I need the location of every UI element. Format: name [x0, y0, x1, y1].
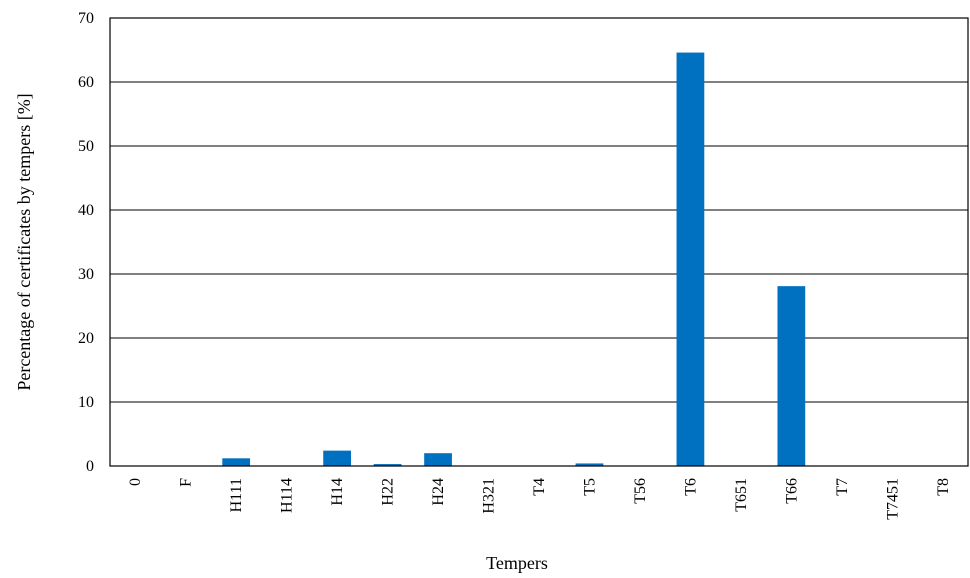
x-tick-label: 0	[127, 478, 144, 486]
x-tick-label: T4	[531, 478, 548, 496]
x-tick-label: T6	[682, 478, 699, 496]
x-tick-label: H24	[430, 478, 447, 506]
x-tick-label: T7	[834, 478, 851, 496]
y-tick-label: 70	[78, 10, 94, 27]
bar-t5	[575, 463, 604, 466]
bar-h14	[323, 450, 351, 466]
x-tick-label: T66	[783, 478, 800, 504]
bar-h24	[424, 453, 452, 466]
y-tick-label: 60	[78, 74, 94, 91]
bar-t66	[777, 286, 806, 466]
y-tick-label: 30	[78, 266, 94, 283]
bar-h22	[373, 464, 402, 466]
x-tick-label: H114	[279, 478, 296, 513]
x-tick-label: F	[178, 478, 195, 487]
bars	[222, 52, 806, 467]
x-tick-label: T7451	[884, 478, 901, 520]
y-tick-label: 0	[86, 458, 94, 475]
x-axis-title: Tempers	[486, 553, 548, 573]
x-tick-label: T651	[733, 478, 750, 512]
y-tick-labels: 0 10 20 30 40 50 60 70	[78, 10, 94, 475]
x-tick-label: H14	[329, 478, 346, 506]
y-tick-label: 20	[78, 330, 94, 347]
y-tick-label: 40	[78, 202, 94, 219]
x-tick-label: H22	[380, 478, 397, 506]
bar-h111	[222, 458, 251, 466]
x-tick-label: H111	[228, 478, 245, 512]
x-tick-label: H321	[481, 478, 498, 514]
bar-t6	[676, 52, 705, 467]
x-tick-label: T5	[581, 478, 598, 496]
plot-frame	[109, 17, 969, 467]
y-tick-label: 10	[78, 394, 94, 411]
x-tick-label: T8	[935, 478, 952, 496]
x-tick-labels: 0 F H111 H114 H14 H22 H24 H321 T4 T5 T56 T6 T651 T66 T…	[127, 478, 952, 520]
y-tick-label: 50	[78, 138, 94, 155]
gridlines	[110, 81, 968, 403]
y-axis-title: Percentage of certificates by tempers [%…	[14, 93, 34, 390]
x-tick-label: T56	[632, 478, 649, 504]
